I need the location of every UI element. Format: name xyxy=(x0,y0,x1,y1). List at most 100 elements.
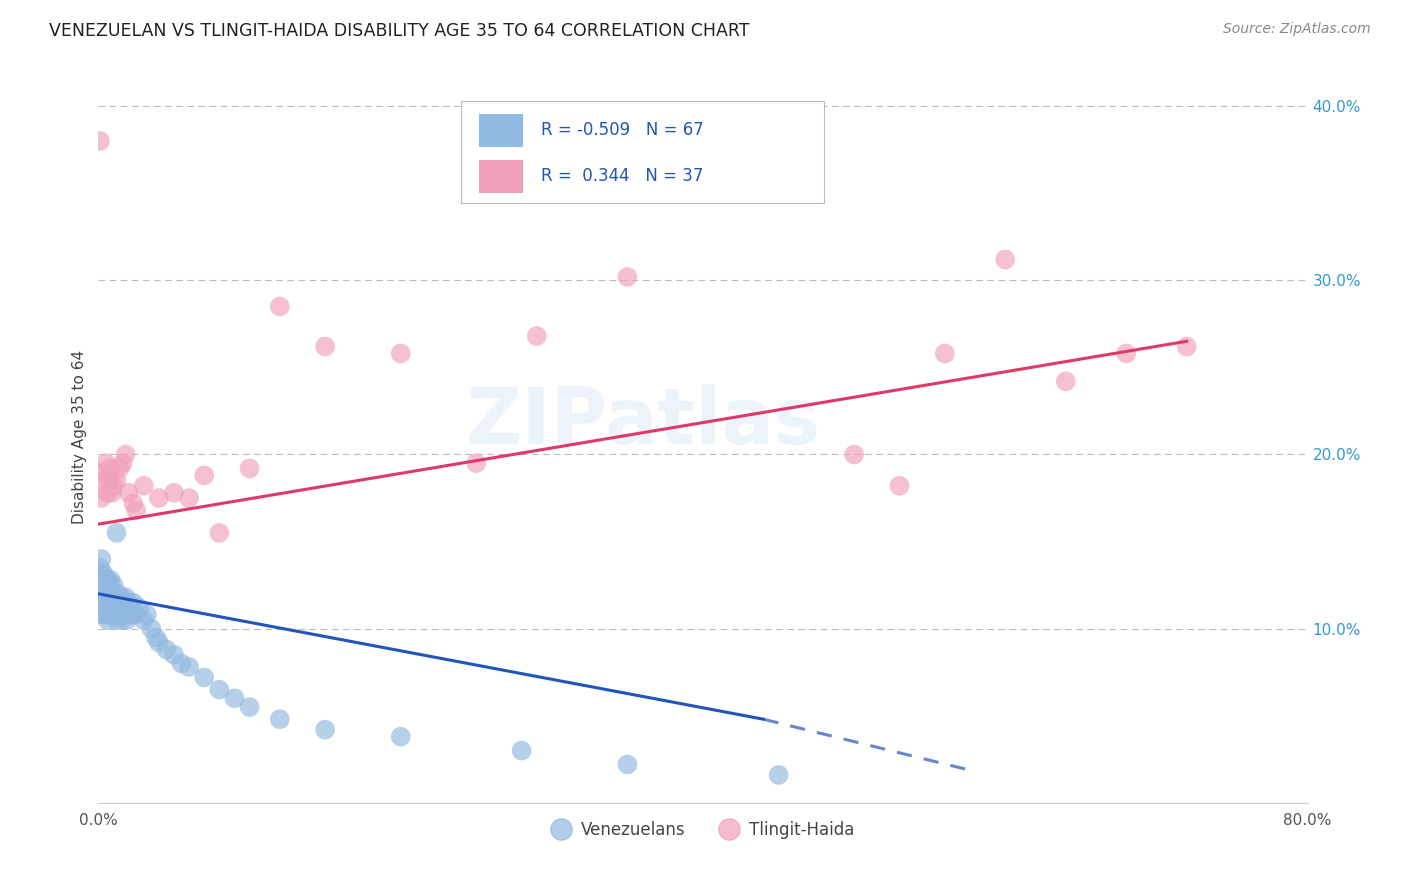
Point xyxy=(101,583,124,598)
Point xyxy=(510,743,533,757)
Point xyxy=(105,474,128,488)
Point xyxy=(208,682,231,697)
Point xyxy=(163,648,186,662)
Point xyxy=(90,573,112,587)
Point xyxy=(100,591,122,605)
Point xyxy=(93,587,115,601)
Point xyxy=(91,566,114,580)
Point xyxy=(111,456,134,470)
Point xyxy=(132,479,155,493)
Point xyxy=(118,485,141,500)
Point xyxy=(465,456,488,470)
Point xyxy=(112,607,135,622)
Point xyxy=(107,587,129,601)
Point xyxy=(616,269,638,284)
Point xyxy=(94,607,117,622)
Point xyxy=(163,485,186,500)
Point xyxy=(110,591,132,605)
Point xyxy=(94,578,117,592)
Point xyxy=(389,346,412,360)
Point xyxy=(96,613,118,627)
Point xyxy=(96,591,118,605)
Point xyxy=(90,591,112,605)
Point xyxy=(93,474,115,488)
Text: ZIPatlas: ZIPatlas xyxy=(465,384,820,460)
Point xyxy=(98,595,121,609)
Point xyxy=(125,607,148,622)
Point xyxy=(1175,339,1198,353)
Point xyxy=(114,591,136,605)
Point xyxy=(90,491,112,505)
Point xyxy=(103,595,125,609)
Point xyxy=(107,600,129,615)
Point xyxy=(193,468,215,483)
Point xyxy=(94,595,117,609)
Point xyxy=(100,461,122,475)
Point xyxy=(844,448,866,462)
Point xyxy=(889,479,911,493)
Point xyxy=(239,700,262,714)
Point xyxy=(114,448,136,462)
Point xyxy=(122,496,145,510)
Point xyxy=(91,583,114,598)
Point xyxy=(94,456,117,470)
Point xyxy=(179,660,201,674)
Point xyxy=(111,600,134,615)
Point xyxy=(98,578,121,592)
Point xyxy=(91,465,114,479)
Point xyxy=(526,329,548,343)
Point xyxy=(90,552,112,566)
Point xyxy=(125,503,148,517)
Point xyxy=(103,607,125,622)
Point xyxy=(141,622,163,636)
Point xyxy=(89,560,111,574)
Point xyxy=(110,613,132,627)
Legend: Venezuelans, Tlingit-Haida: Venezuelans, Tlingit-Haida xyxy=(544,814,862,846)
Y-axis label: Disability Age 35 to 64: Disability Age 35 to 64 xyxy=(72,350,87,524)
Point xyxy=(148,491,170,505)
Point xyxy=(98,474,121,488)
Point xyxy=(239,461,262,475)
Point xyxy=(1115,346,1137,360)
Point xyxy=(121,607,143,622)
Point xyxy=(122,595,145,609)
Point xyxy=(108,607,131,622)
Point xyxy=(100,573,122,587)
Point xyxy=(93,600,115,615)
Point xyxy=(135,607,157,622)
Point xyxy=(934,346,956,360)
Point xyxy=(91,595,114,609)
Point xyxy=(145,631,167,645)
Text: Source: ZipAtlas.com: Source: ZipAtlas.com xyxy=(1223,22,1371,37)
Point xyxy=(103,479,125,493)
Point xyxy=(96,485,118,500)
Point xyxy=(768,768,790,782)
Text: VENEZUELAN VS TLINGIT-HAIDA DISABILITY AGE 35 TO 64 CORRELATION CHART: VENEZUELAN VS TLINGIT-HAIDA DISABILITY A… xyxy=(49,22,749,40)
Point xyxy=(616,757,638,772)
Point xyxy=(179,491,201,505)
Point xyxy=(269,300,291,314)
Point xyxy=(148,635,170,649)
Point xyxy=(115,613,138,627)
Point xyxy=(108,461,131,475)
Point xyxy=(128,600,150,615)
Point xyxy=(105,525,128,540)
Point xyxy=(101,485,124,500)
Point xyxy=(120,600,142,615)
Point xyxy=(101,600,124,615)
Point xyxy=(389,730,412,744)
Point xyxy=(224,691,246,706)
Point xyxy=(314,339,336,353)
Point xyxy=(96,573,118,587)
Point xyxy=(104,600,127,615)
Point xyxy=(89,578,111,592)
Point xyxy=(314,723,336,737)
Point xyxy=(208,525,231,540)
Point xyxy=(193,670,215,684)
Point xyxy=(100,607,122,622)
Point xyxy=(118,595,141,609)
Point xyxy=(155,642,177,657)
Point xyxy=(104,591,127,605)
Point xyxy=(105,613,128,627)
Point xyxy=(103,578,125,592)
